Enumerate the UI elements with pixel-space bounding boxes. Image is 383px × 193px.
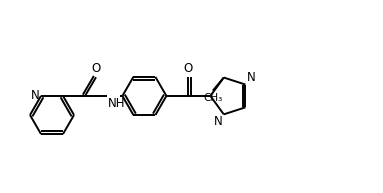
Text: O: O [92, 62, 101, 75]
Text: O: O [184, 62, 193, 75]
Text: NH: NH [108, 97, 126, 110]
Text: CH₃: CH₃ [203, 93, 223, 103]
Text: N: N [31, 89, 40, 102]
Text: N: N [214, 115, 223, 128]
Text: N: N [246, 71, 255, 84]
